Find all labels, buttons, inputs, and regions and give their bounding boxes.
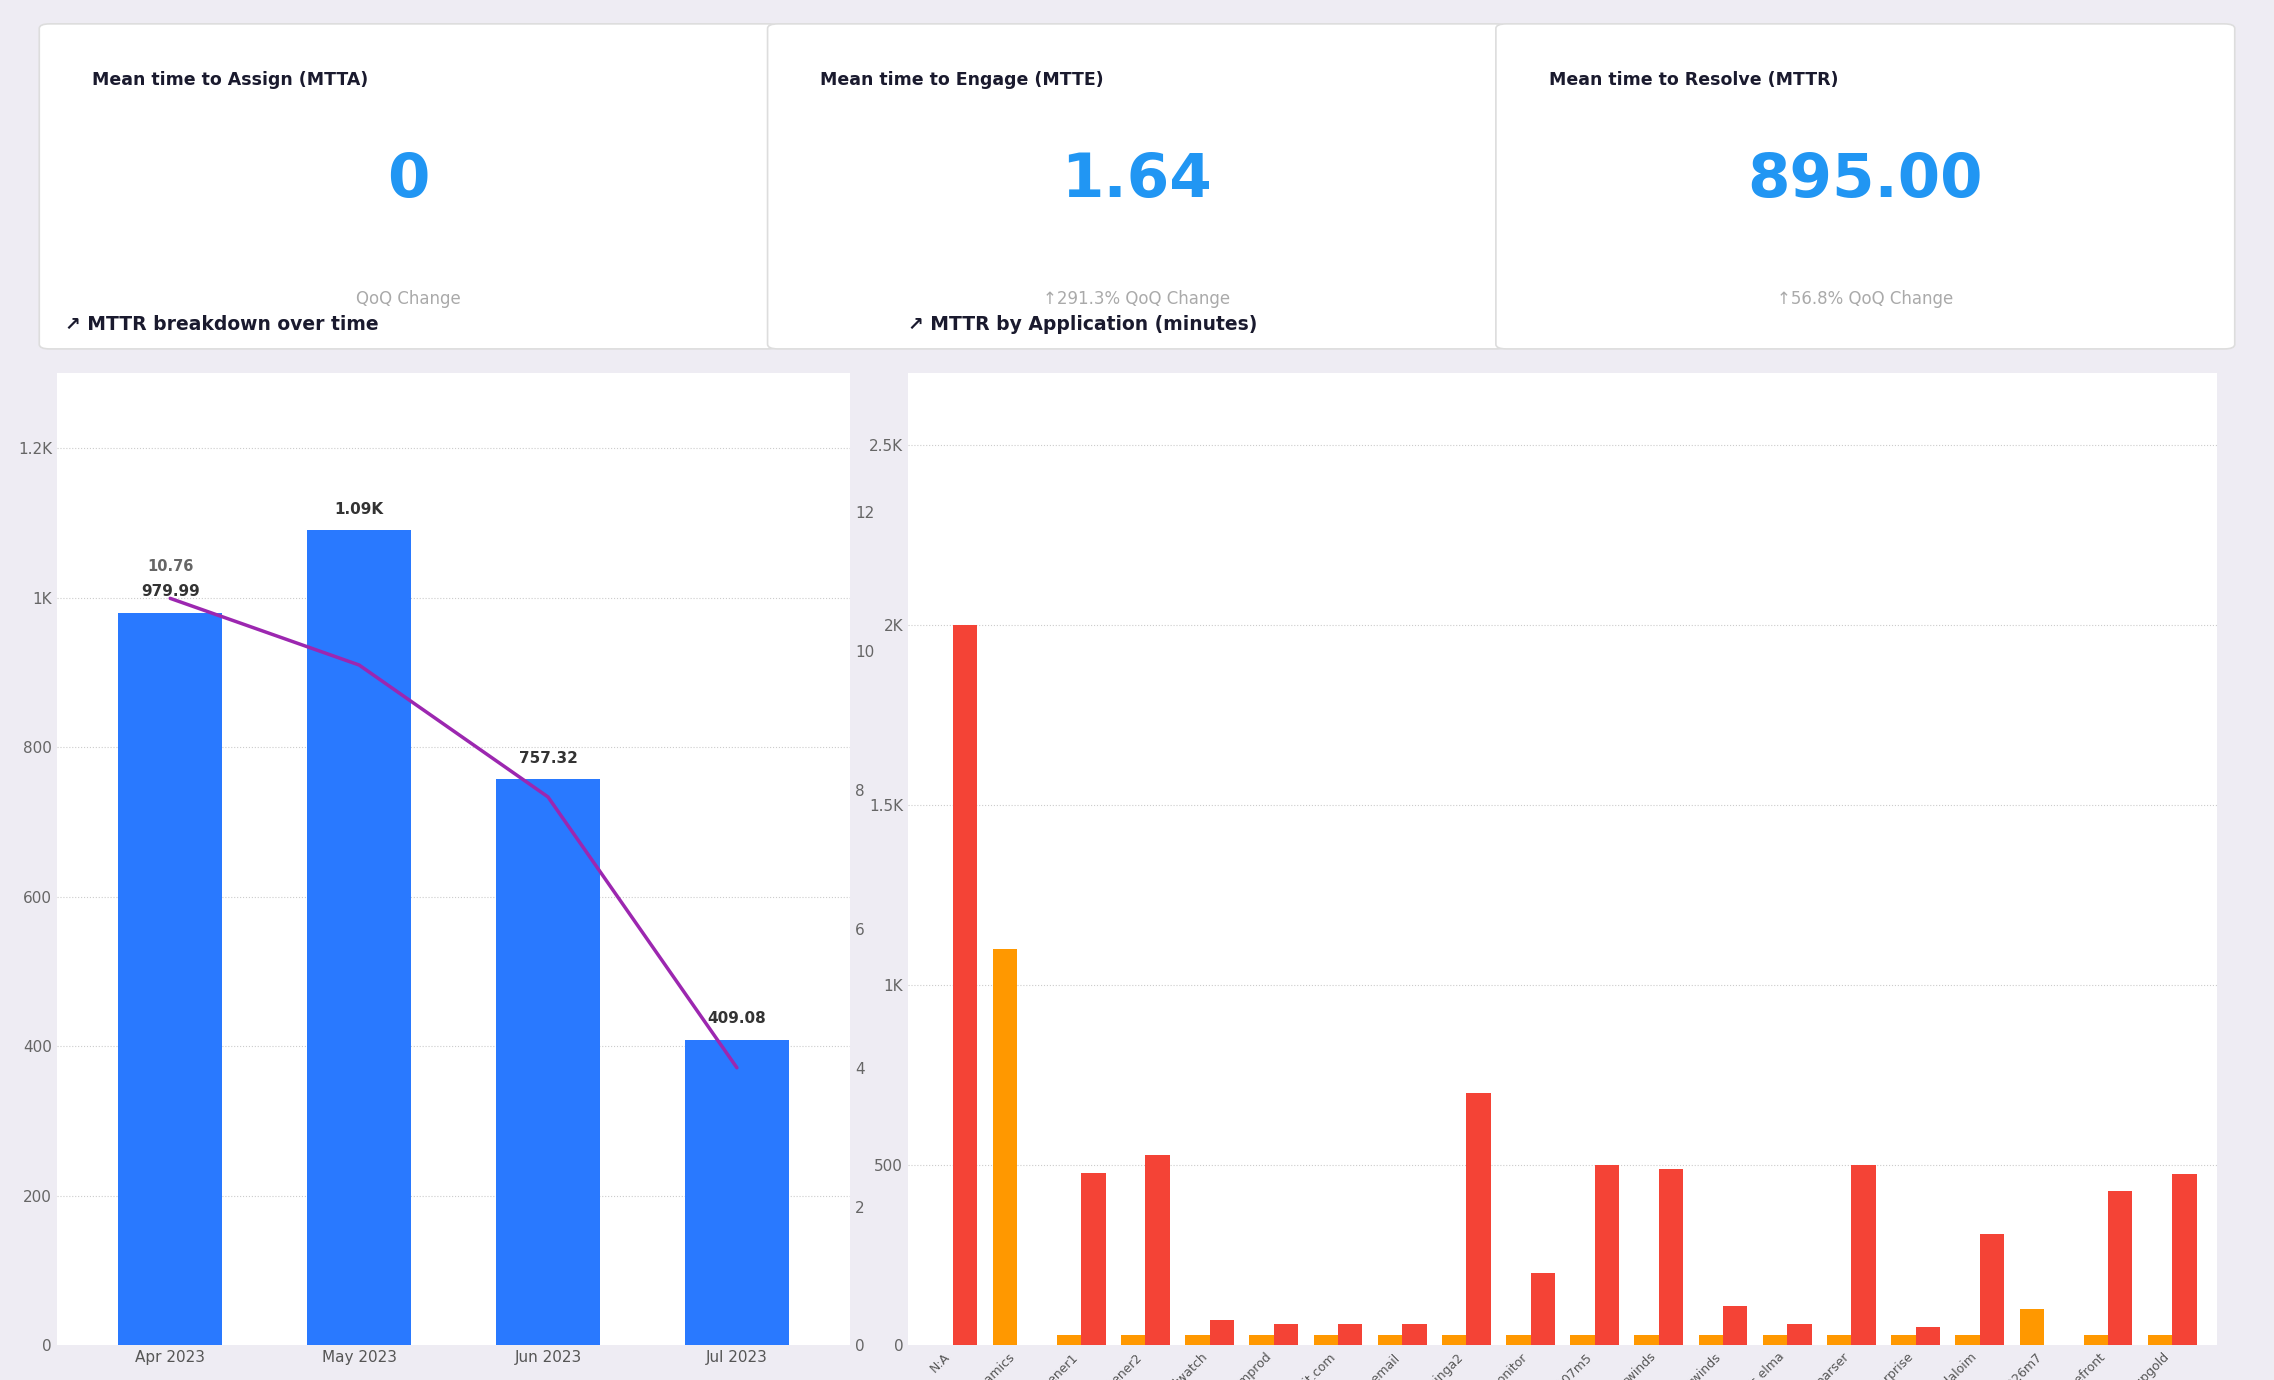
Bar (994, 949, 1016, 1346)
Bar (118, 613, 223, 1346)
Bar (2149, 1334, 2172, 1346)
Bar (1699, 1334, 1724, 1346)
Bar (1892, 1334, 1915, 1346)
Text: 0: 0 (387, 150, 430, 210)
Text: 895.00: 895.00 (1746, 150, 1983, 210)
FancyBboxPatch shape (769, 23, 1505, 349)
Bar (1121, 1334, 1146, 1346)
Bar (1273, 1323, 1298, 1345)
Bar (2108, 1191, 2133, 1346)
Text: Mean time to Resolve (MTTR): Mean time to Resolve (MTTR) (1549, 70, 1837, 88)
Bar (1442, 1334, 1467, 1346)
Bar (1248, 1334, 1273, 1346)
Bar (1571, 1334, 1594, 1346)
Bar (1337, 1323, 1362, 1345)
Bar (1787, 1323, 1812, 1345)
FancyBboxPatch shape (39, 23, 778, 349)
Bar (684, 1039, 789, 1346)
Text: 1.64: 1.64 (1062, 150, 1212, 210)
Bar (1635, 1334, 1658, 1346)
Text: 1.09K: 1.09K (334, 502, 384, 518)
Text: Mean time to Engage (MTTE): Mean time to Engage (MTTE) (821, 70, 1103, 88)
Bar (1956, 1334, 1981, 1346)
Bar (2172, 1174, 2197, 1346)
Bar (1082, 1173, 1105, 1346)
Bar (2083, 1334, 2108, 1346)
Text: 757.32: 757.32 (518, 751, 578, 766)
Text: ↗ MTTR by Application (minutes): ↗ MTTR by Application (minutes) (907, 316, 1258, 334)
Bar (1403, 1323, 1426, 1345)
Text: 409.08: 409.08 (707, 1012, 766, 1027)
Bar (1185, 1334, 1210, 1346)
Text: ↑291.3% QoQ Change: ↑291.3% QoQ Change (1044, 290, 1230, 308)
Bar (2019, 1310, 2044, 1346)
Bar (1826, 1334, 1851, 1346)
Bar (1505, 1334, 1530, 1346)
Text: QoQ Change: QoQ Change (357, 290, 462, 308)
Bar (1057, 1334, 1082, 1346)
Bar (1594, 1166, 1619, 1346)
Bar (1851, 1166, 1876, 1346)
Bar (1378, 1334, 1403, 1346)
Bar (1467, 1093, 1492, 1346)
Text: ↑56.8% QoQ Change: ↑56.8% QoQ Change (1778, 290, 1953, 308)
Bar (1314, 1334, 1337, 1346)
Bar (1210, 1321, 1235, 1345)
Bar (1658, 1169, 1683, 1346)
Bar (1530, 1274, 1555, 1346)
FancyBboxPatch shape (1496, 23, 2235, 349)
Bar (953, 625, 978, 1346)
Text: 10.76: 10.76 (148, 559, 193, 574)
Bar (1724, 1305, 1746, 1346)
Bar (1915, 1328, 1940, 1346)
Text: ↗ MTTR breakdown over time: ↗ MTTR breakdown over time (64, 316, 377, 334)
Bar (1981, 1234, 2003, 1346)
Text: Mean time to Assign (MTTA): Mean time to Assign (MTTA) (91, 70, 368, 88)
Text: 979.99: 979.99 (141, 584, 200, 599)
Bar (1762, 1334, 1787, 1346)
Bar (307, 530, 412, 1346)
Bar (1146, 1155, 1169, 1346)
Bar (496, 780, 600, 1346)
